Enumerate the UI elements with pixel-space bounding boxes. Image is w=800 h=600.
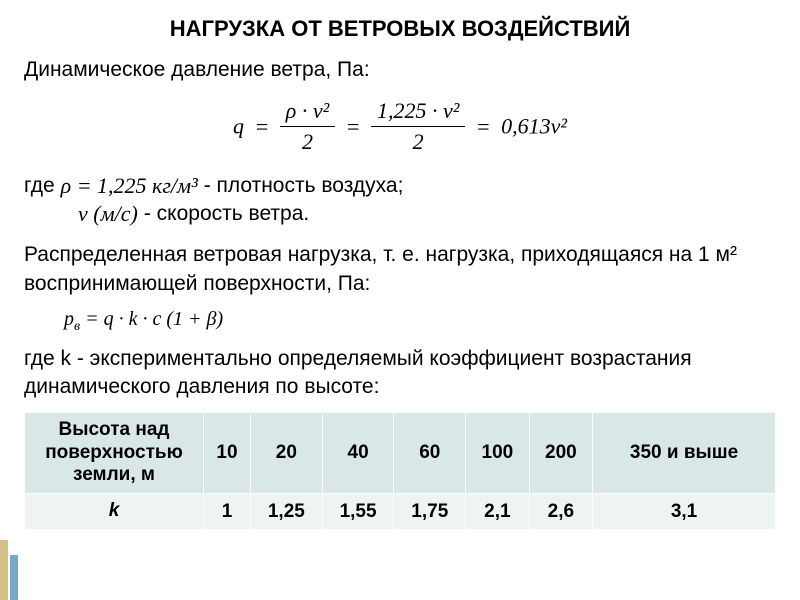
frac2-num: 1,225 · v² bbox=[371, 98, 465, 127]
table-value-row: k 1 1,25 1,55 1,75 2,1 2,6 3,1 bbox=[25, 494, 776, 530]
height-label: Высота над поверхностью земли, м bbox=[25, 412, 204, 493]
k-0: 1 bbox=[204, 494, 251, 530]
fraction-2: 1,225 · v² 2 bbox=[371, 98, 465, 155]
frac2-den: 2 bbox=[371, 127, 465, 155]
rho-symbol: ρ = 1,225 кг/м³ bbox=[55, 173, 204, 199]
frac1-num: ρ · v² bbox=[280, 98, 335, 127]
formula2-text: pв = q · k · c (1 + β) bbox=[64, 308, 223, 330]
k-2: 1,55 bbox=[322, 494, 394, 530]
h-5: 200 bbox=[529, 412, 592, 493]
equals-2: = bbox=[340, 114, 367, 139]
k-5: 2,6 bbox=[529, 494, 592, 530]
distributed-load-formula: pв = q · k · c (1 + β) bbox=[64, 308, 776, 335]
page-title: НАГРУЗКА ОТ ВЕТРОВЫХ ВОЗДЕЙСТВИЙ bbox=[24, 16, 776, 42]
equals-1: = bbox=[248, 114, 275, 139]
h-3: 60 bbox=[394, 412, 466, 493]
k-definition-text: где k - экспериментально определяемый ко… bbox=[24, 345, 776, 402]
slide-accent-icon bbox=[0, 540, 20, 600]
rho-desc: - плотность воздуха; bbox=[204, 174, 404, 198]
h-2: 40 bbox=[322, 412, 394, 493]
k-6: 3,1 bbox=[593, 494, 776, 530]
fraction-1: ρ · v² 2 bbox=[280, 98, 335, 155]
k-1: 1,25 bbox=[251, 494, 323, 530]
k-4: 2,1 bbox=[466, 494, 529, 530]
equals-3: = bbox=[470, 114, 497, 139]
h-1: 20 bbox=[251, 412, 323, 493]
coefficient-table: Высота над поверхностью земли, м 10 20 4… bbox=[24, 412, 776, 530]
h-6: 350 и выше bbox=[593, 412, 776, 493]
frac1-den: 2 bbox=[280, 127, 335, 155]
v-symbol: v (м/с) bbox=[72, 201, 144, 227]
table-header-row: Высота над поверхностью земли, м 10 20 4… bbox=[25, 412, 776, 493]
formula-rhs: 0,613v² bbox=[501, 114, 567, 139]
v-desc: - скорость ветра. bbox=[144, 202, 309, 226]
intro-text: Динамическое давление ветра, Па: bbox=[24, 56, 776, 84]
formula-lhs: q bbox=[233, 114, 244, 139]
where-block: где ρ = 1,225 кг/м³ - плотность воздуха;… bbox=[24, 173, 776, 227]
h-0: 10 bbox=[204, 412, 251, 493]
h-4: 100 bbox=[466, 412, 529, 493]
where-label: где bbox=[24, 174, 55, 198]
distributed-load-text: Распределенная ветровая нагрузка, т. е. … bbox=[24, 241, 776, 298]
k-label: k bbox=[25, 494, 204, 530]
k-3: 1,75 bbox=[394, 494, 466, 530]
dynamic-pressure-formula: q = ρ · v² 2 = 1,225 · v² 2 = 0,613v² bbox=[24, 98, 776, 155]
